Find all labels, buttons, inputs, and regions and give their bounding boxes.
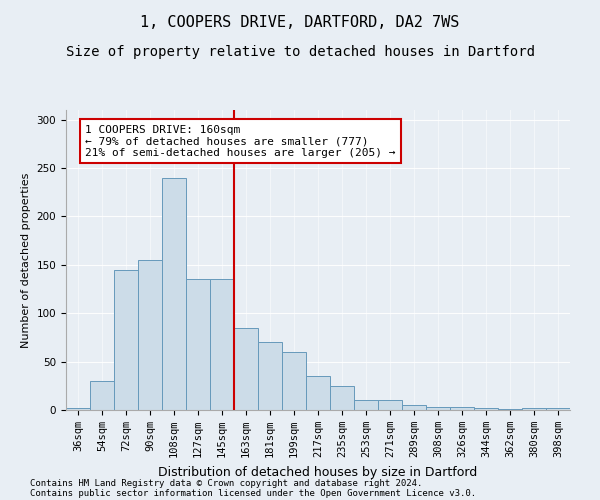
Bar — [474, 408, 498, 410]
Bar — [330, 386, 354, 410]
Text: Contains public sector information licensed under the Open Government Licence v3: Contains public sector information licen… — [30, 488, 476, 498]
Bar — [498, 409, 522, 410]
Bar — [210, 280, 234, 410]
Bar — [354, 400, 378, 410]
Text: 1, COOPERS DRIVE, DARTFORD, DA2 7WS: 1, COOPERS DRIVE, DARTFORD, DA2 7WS — [140, 15, 460, 30]
Bar — [90, 381, 114, 410]
Bar — [162, 178, 186, 410]
Bar — [378, 400, 402, 410]
Text: Size of property relative to detached houses in Dartford: Size of property relative to detached ho… — [65, 45, 535, 59]
Bar — [450, 407, 474, 410]
Bar — [282, 352, 306, 410]
Bar — [546, 408, 570, 410]
Bar — [522, 408, 546, 410]
Bar — [306, 376, 330, 410]
Bar — [426, 407, 450, 410]
Bar — [186, 280, 210, 410]
Bar — [258, 342, 282, 410]
Bar — [234, 328, 258, 410]
Text: 1 COOPERS DRIVE: 160sqm
← 79% of detached houses are smaller (777)
21% of semi-d: 1 COOPERS DRIVE: 160sqm ← 79% of detache… — [85, 124, 396, 158]
Y-axis label: Number of detached properties: Number of detached properties — [21, 172, 31, 348]
Text: Contains HM Land Registry data © Crown copyright and database right 2024.: Contains HM Land Registry data © Crown c… — [30, 478, 422, 488]
Bar — [402, 405, 426, 410]
Bar — [138, 260, 162, 410]
Bar — [114, 270, 138, 410]
Bar — [66, 408, 90, 410]
X-axis label: Distribution of detached houses by size in Dartford: Distribution of detached houses by size … — [158, 466, 478, 478]
